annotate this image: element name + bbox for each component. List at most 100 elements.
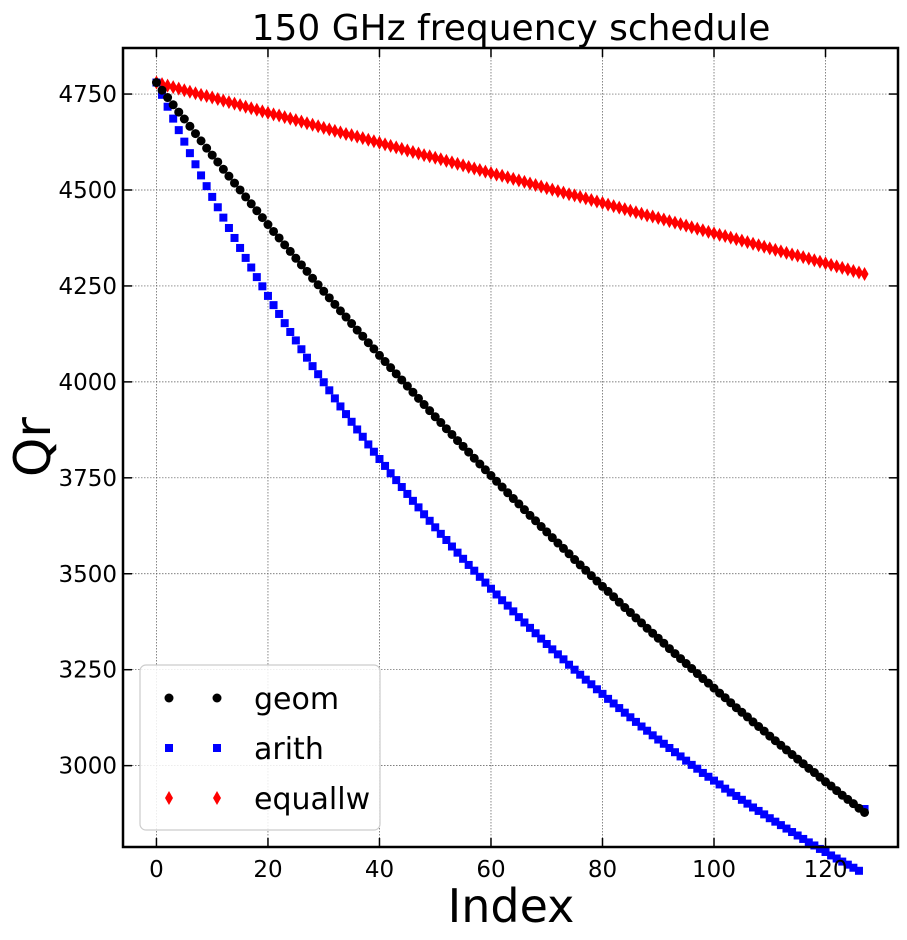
arith-point (503, 601, 512, 610)
arith-point (202, 182, 211, 191)
series-arith (152, 78, 869, 875)
arith-point (553, 650, 562, 659)
chart-title: 150 GHz frequency schedule (252, 8, 771, 49)
geom-point (391, 369, 401, 379)
arith-point (436, 529, 445, 538)
equallw-point (185, 84, 194, 99)
geom-point (503, 488, 513, 498)
legend-box (139, 664, 381, 831)
arith-point (319, 378, 328, 387)
arith-point (241, 253, 250, 262)
geom-point (347, 319, 357, 329)
equallw-point (737, 233, 746, 248)
x-tick-label: 100 (692, 857, 736, 883)
arith-point (827, 851, 836, 860)
arith-point (297, 345, 306, 354)
equallw-point (408, 145, 417, 160)
legend-item-geom: geom (164, 682, 339, 717)
arith-point (592, 685, 601, 694)
x-tick-label: 40 (365, 857, 394, 883)
arith-point (676, 752, 685, 761)
equallw-point (626, 203, 635, 218)
arith-point (169, 114, 178, 123)
equallw-point (263, 105, 272, 120)
geom-point (497, 482, 507, 492)
equallw-point (420, 148, 429, 163)
arith-point (754, 806, 763, 815)
equallw-point (732, 232, 741, 247)
geom-point (397, 375, 407, 385)
equallw-point (280, 110, 289, 125)
x-tick-label: 60 (476, 857, 505, 883)
equallw-point (827, 257, 836, 272)
arith-point (565, 660, 574, 669)
arith-point (576, 670, 585, 679)
geom-point (525, 510, 535, 520)
equallw-point (665, 214, 674, 229)
equallw-point (386, 138, 395, 153)
geom-point (458, 441, 468, 451)
arith-point (219, 213, 228, 222)
arith-point (414, 503, 423, 512)
equallw-point (308, 117, 317, 132)
arith-point (570, 665, 579, 674)
equallw-point (459, 158, 468, 173)
arith-point (776, 821, 785, 830)
arith-point (693, 764, 702, 773)
equallw-point (342, 126, 351, 141)
arith-point (743, 799, 752, 808)
equallw-point (375, 135, 384, 150)
arith-point (158, 90, 167, 99)
equallw-point (631, 205, 640, 220)
geom-point (358, 331, 368, 341)
equallw-point (548, 182, 557, 197)
geom-point (603, 586, 613, 596)
geom-point (592, 576, 602, 586)
arith-point (760, 810, 769, 819)
y-tick-label: 3750 (58, 466, 117, 492)
arith-point (180, 137, 189, 146)
arith-point (765, 814, 774, 823)
arith-point (659, 739, 668, 748)
geom-point (486, 471, 496, 481)
arith-point (302, 353, 311, 362)
equallw-point (447, 155, 456, 170)
arith-point (453, 548, 462, 557)
geom-point (536, 522, 546, 532)
arith-point (163, 102, 172, 111)
series-equallw (152, 75, 869, 282)
geom-point (464, 447, 474, 457)
arith-point (408, 496, 417, 505)
equallw-point (743, 235, 752, 250)
geom-point (469, 453, 479, 463)
equallw-point (838, 260, 847, 275)
arith-point (698, 768, 707, 777)
arith-point (236, 243, 245, 252)
equallw-point (169, 80, 178, 95)
equallw-point (302, 116, 311, 131)
equallw-point (224, 95, 233, 110)
equallw-point (754, 238, 763, 253)
arith-point (431, 523, 440, 532)
arith-point (459, 554, 468, 563)
arith-point (849, 863, 858, 872)
equallw-point (464, 159, 473, 174)
arith-point (598, 689, 607, 698)
arith-point (799, 834, 808, 843)
arith-point (643, 726, 652, 735)
arith-point (369, 447, 378, 456)
equallw-point (598, 196, 607, 211)
geom-point (447, 429, 457, 439)
x-tick-label: 120 (804, 857, 848, 883)
geom-point (547, 533, 557, 543)
equallw-point (726, 230, 735, 245)
equallw-point (531, 178, 540, 193)
equallw-point (219, 93, 228, 108)
legend-marker (165, 744, 173, 752)
equallw-point (197, 87, 206, 102)
equallw-point (514, 173, 523, 188)
arith-point (308, 362, 317, 371)
equallw-point (782, 245, 791, 260)
equallw-point (475, 163, 484, 178)
y-tick-label: 4500 (58, 178, 117, 204)
